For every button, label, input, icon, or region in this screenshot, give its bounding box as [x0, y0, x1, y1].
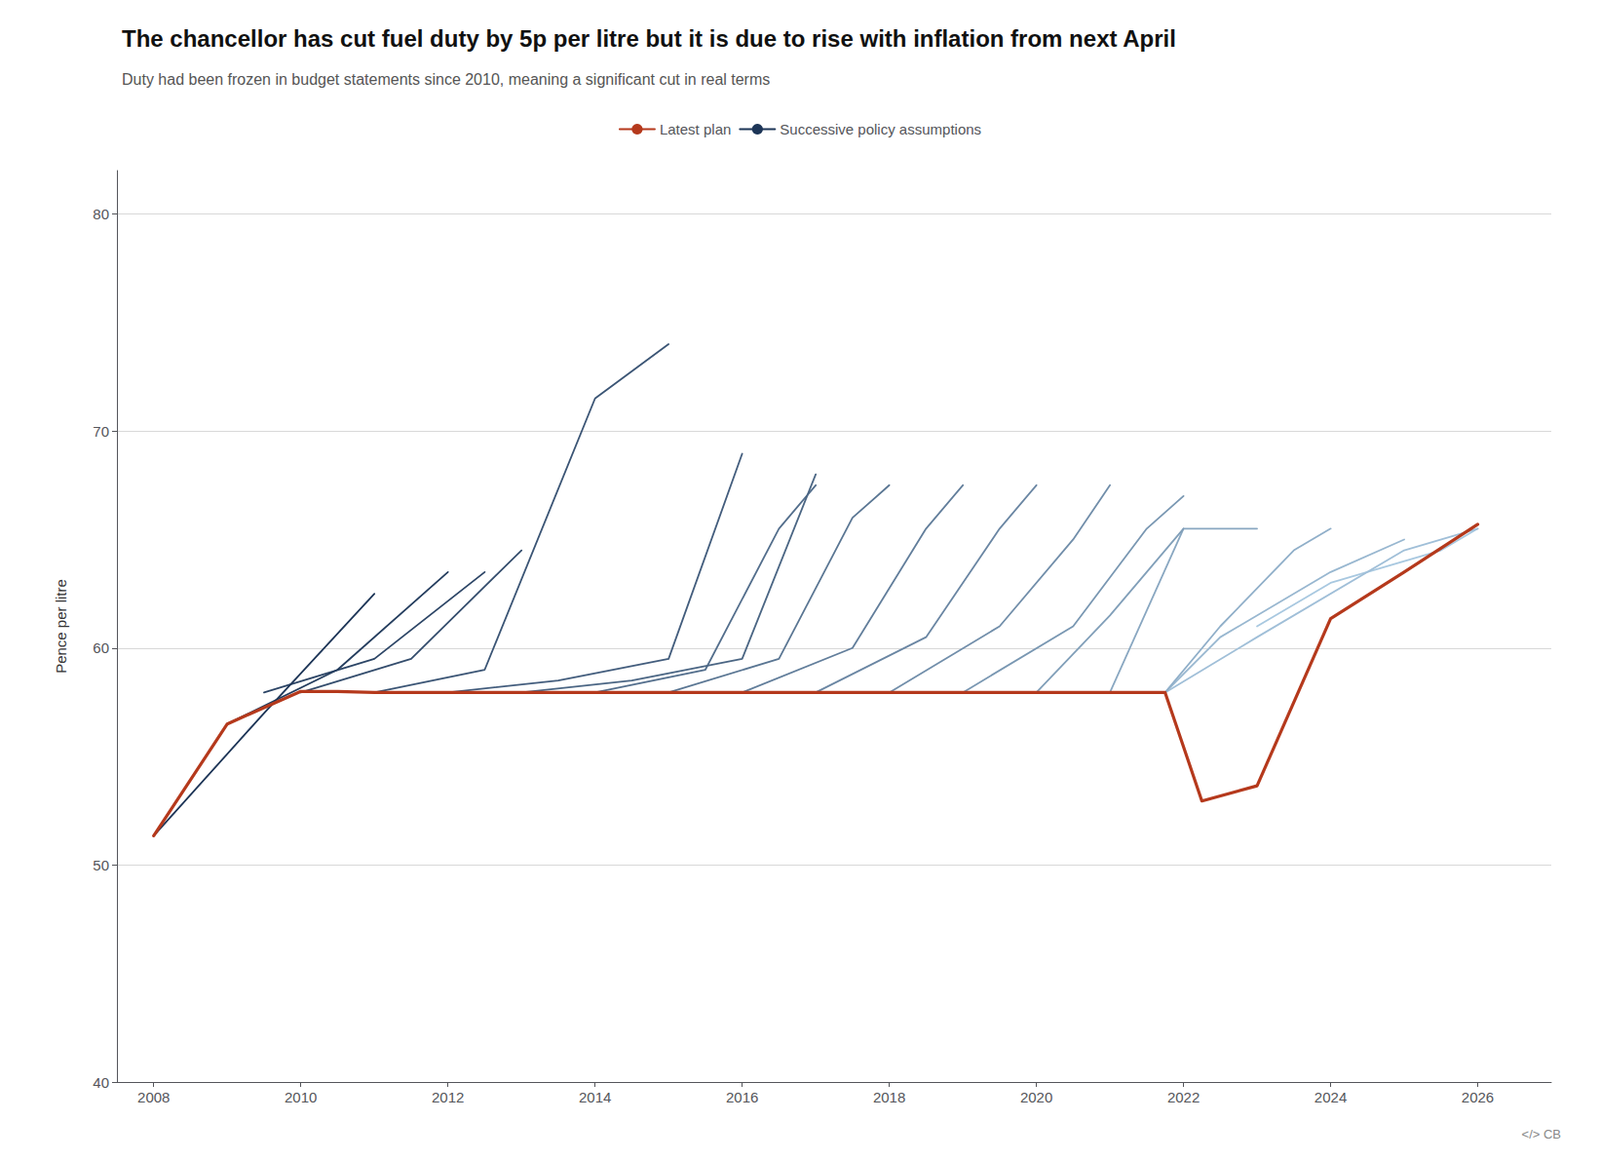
svg-text:Duty had been frozen in budget: Duty had been frozen in budget statement…: [121, 71, 770, 88]
svg-text:2010: 2010: [284, 1088, 317, 1105]
svg-text:60: 60: [92, 639, 110, 656]
svg-text:80: 80: [92, 205, 110, 223]
svg-text:2018: 2018: [873, 1088, 906, 1105]
svg-text:Successive policy assumptions: Successive policy assumptions: [779, 120, 982, 138]
svg-text:Latest plan: Latest plan: [659, 120, 731, 138]
svg-text:2022: 2022: [1167, 1088, 1200, 1105]
svg-text:70: 70: [92, 422, 110, 440]
svg-text:50: 50: [92, 856, 110, 874]
svg-text:Pence per litre: Pence per litre: [52, 578, 70, 674]
svg-text:The chancellor has cut fuel du: The chancellor has cut fuel duty by 5p p…: [121, 25, 1177, 52]
svg-text:2012: 2012: [431, 1088, 464, 1105]
svg-text:2016: 2016: [725, 1088, 759, 1105]
svg-text:2014: 2014: [578, 1088, 611, 1105]
svg-text:2026: 2026: [1461, 1088, 1494, 1105]
svg-text:2024: 2024: [1314, 1088, 1347, 1105]
svg-text:2020: 2020: [1020, 1088, 1053, 1105]
svg-text:40: 40: [92, 1073, 110, 1091]
svg-text:</> CB: </> CB: [1522, 1126, 1562, 1142]
svg-text:2008: 2008: [137, 1088, 170, 1105]
